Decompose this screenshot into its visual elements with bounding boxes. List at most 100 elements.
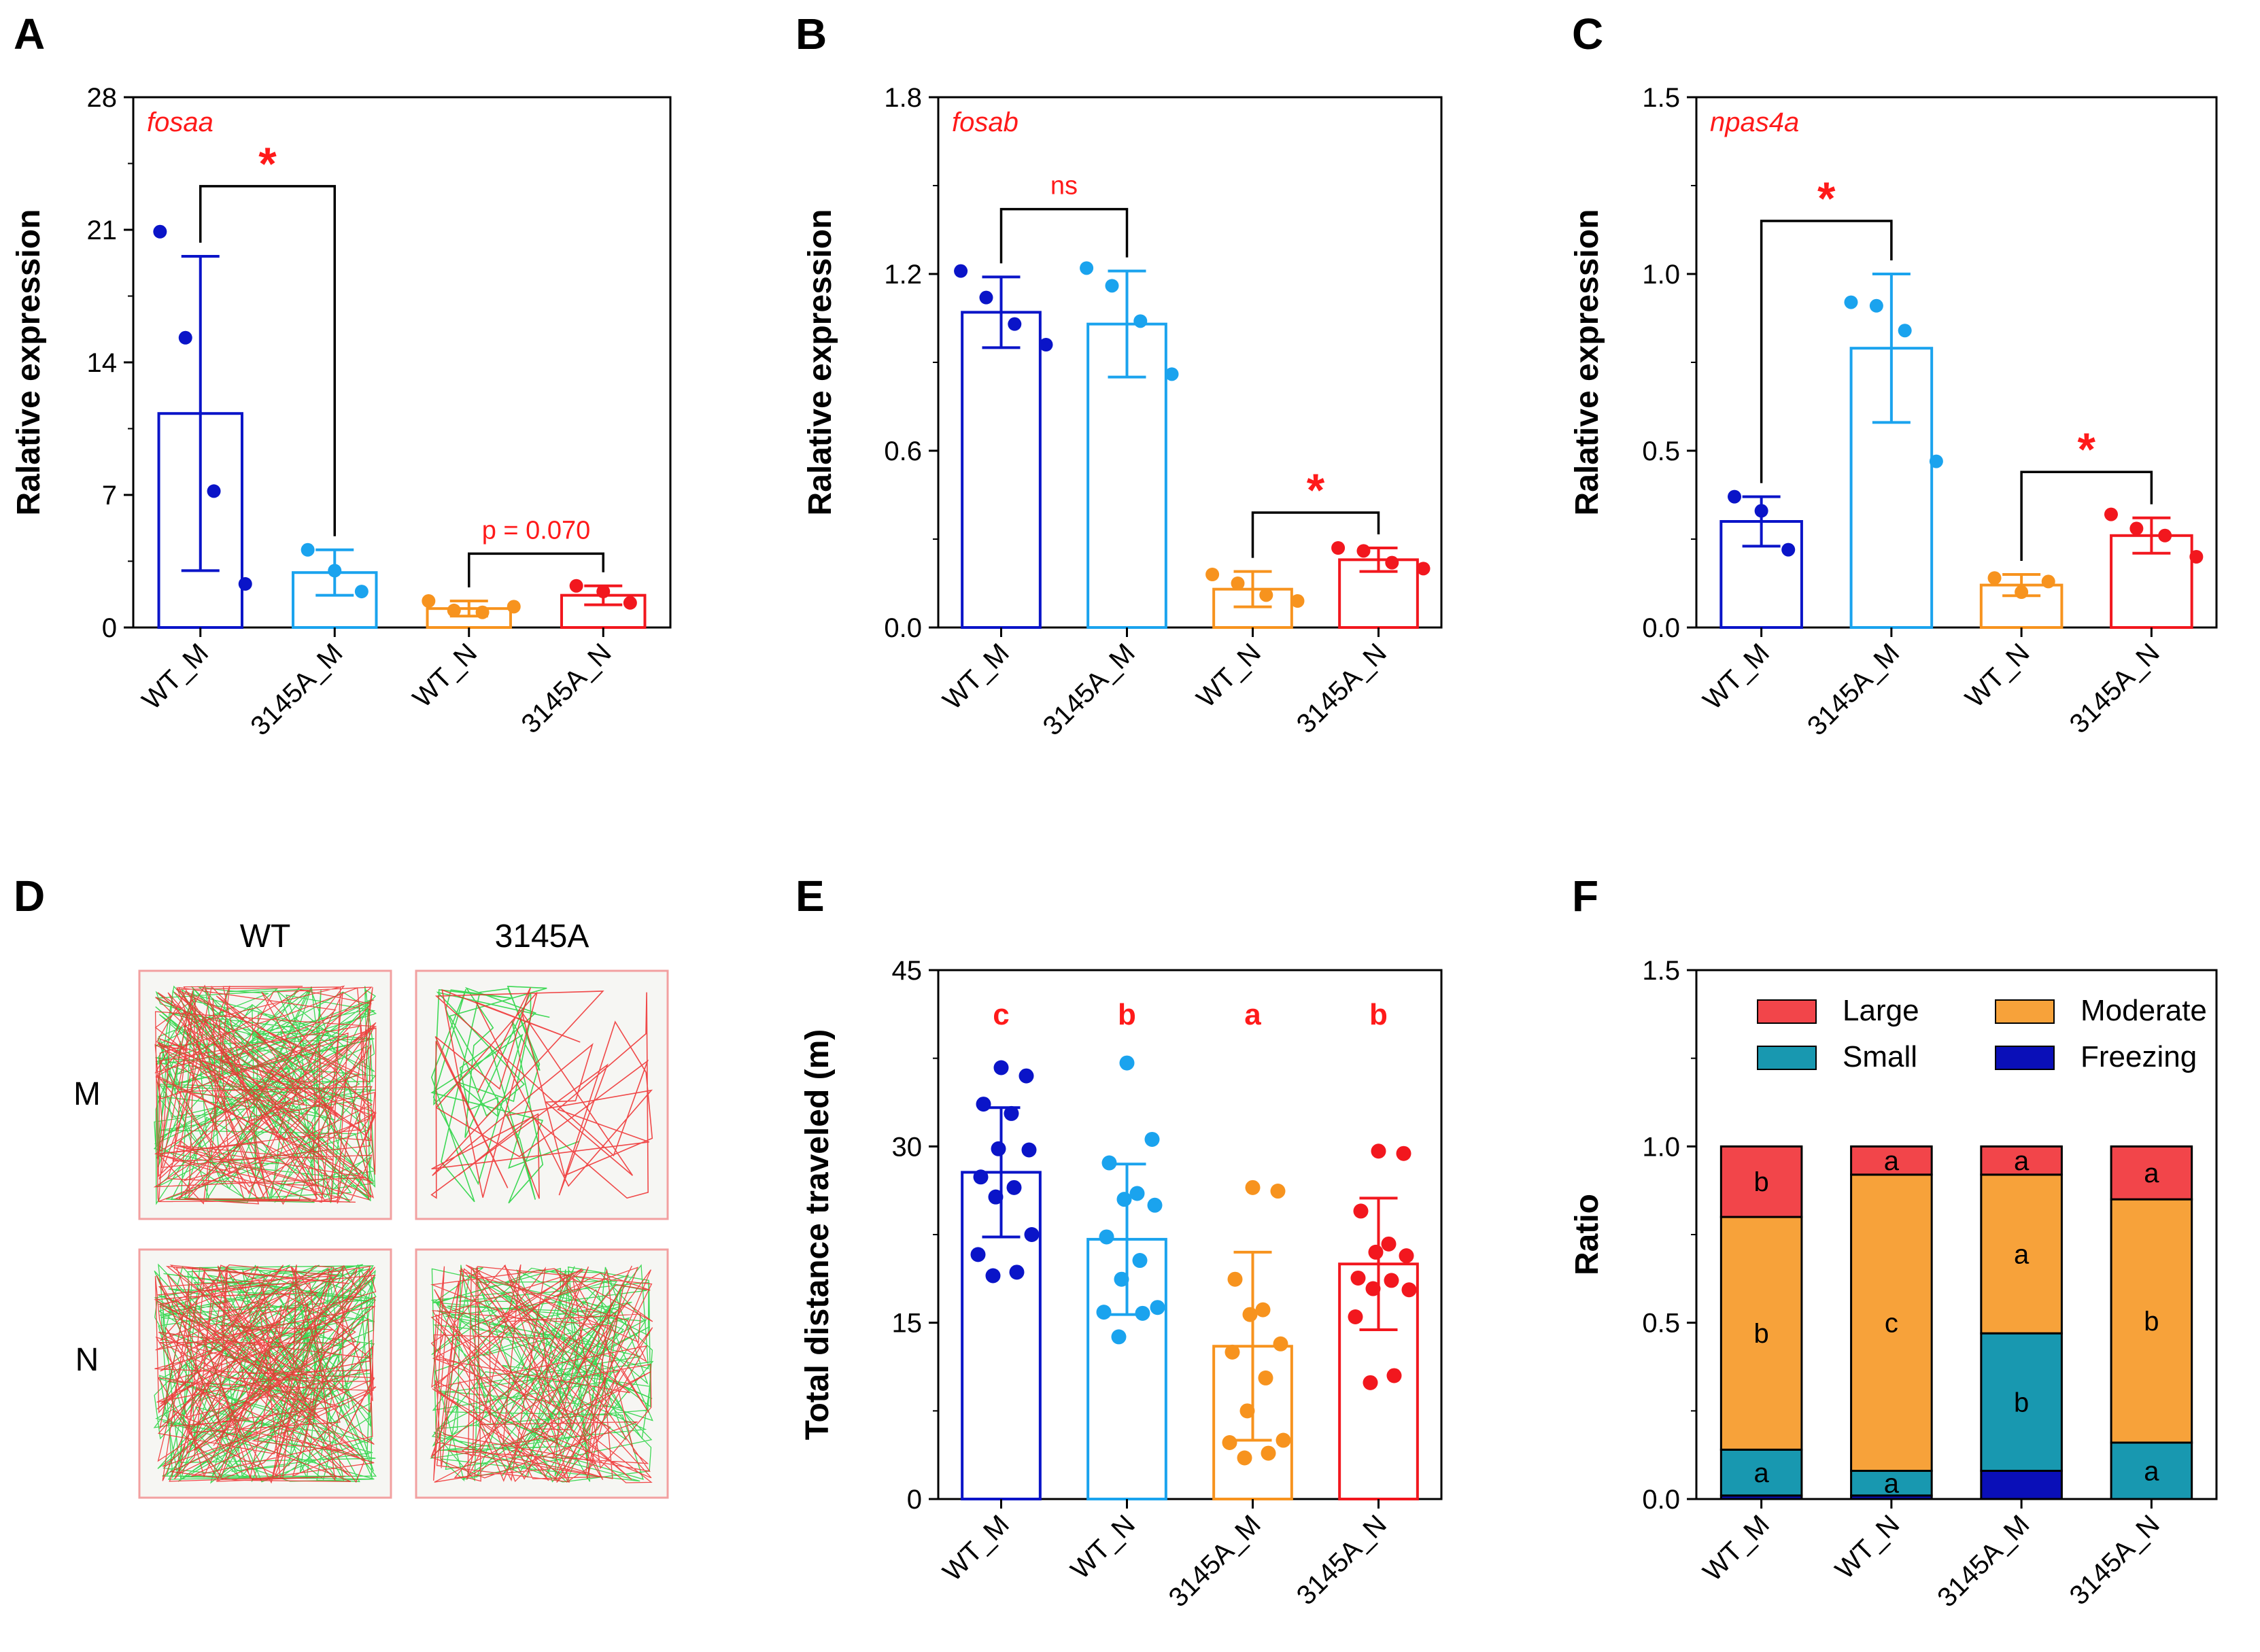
data-point	[1080, 261, 1094, 275]
y-tick-label: 28	[87, 83, 118, 113]
segment-letter: c	[1885, 1309, 1898, 1339]
legend-swatch-small	[1757, 1046, 1817, 1070]
panel-e: E 0 15 30 45 Total distance traveled (m) c b a b W…	[795, 872, 1443, 1613]
data-point	[1255, 1302, 1271, 1318]
stack-segment-large	[1719, 1145, 1803, 1218]
data-point	[1270, 1184, 1286, 1199]
stack-segment-large	[1980, 1145, 2063, 1176]
significance-bracket	[468, 552, 604, 587]
movement-track	[153, 984, 377, 1205]
data-point	[1024, 1227, 1040, 1242]
movement-track	[430, 1264, 653, 1483]
data-point	[1008, 317, 1022, 331]
data-point	[1165, 367, 1179, 381]
y-tick-label: 14	[87, 348, 118, 378]
segment-letter: a	[1754, 1458, 1770, 1488]
data-point	[301, 543, 315, 557]
data-point	[1781, 543, 1796, 557]
C-x-tick-label: WT_M	[1698, 638, 1775, 715]
significance-bracket	[1251, 511, 1380, 558]
movement-track	[430, 987, 653, 1199]
data-point	[1371, 1143, 1386, 1159]
data-point	[1384, 1273, 1399, 1288]
E-x-tick-label: 3145A_N	[1291, 1509, 1392, 1611]
data-point	[1728, 489, 1742, 504]
y-tick-label: 0.0	[1642, 613, 1680, 643]
data-point	[1401, 1282, 1417, 1298]
segment-letter: a	[2144, 1457, 2159, 1487]
y-tick-label: 1.0	[1642, 260, 1680, 290]
data-point	[1331, 541, 1346, 555]
data-point	[1205, 568, 1220, 581]
data-point	[354, 585, 369, 599]
data-point	[954, 264, 968, 278]
y-tick-label: 7	[102, 481, 117, 511]
significance-bracket	[2020, 470, 2153, 561]
y-tick-label: 45	[892, 956, 923, 986]
data-point	[2041, 574, 2055, 589]
E-x-tick-label: WT_M	[937, 1509, 1014, 1587]
segment-letter: a	[2014, 1146, 2030, 1176]
data-point	[1363, 1375, 1378, 1390]
data-point	[1144, 1131, 1160, 1147]
F-x-tick-label: WT_M	[1698, 1509, 1775, 1587]
data-point	[1844, 295, 1858, 309]
segment-letter: a	[2144, 1158, 2159, 1188]
data-point	[1101, 1155, 1117, 1171]
y-tick-label: 15	[892, 1309, 923, 1339]
data-point	[1237, 1450, 1252, 1466]
data-point	[1096, 1305, 1112, 1320]
y-tick-label: 1.5	[1642, 956, 1680, 986]
data-point	[207, 484, 221, 498]
C-y-axis-label: Ralative expression	[1569, 209, 1605, 516]
data-point	[623, 596, 637, 610]
data-point	[1261, 1445, 1276, 1461]
data-point	[1258, 1370, 1273, 1386]
data-point	[1129, 1186, 1145, 1201]
B-x-tick-label: 3145A_M	[1038, 638, 1141, 741]
row-label: M	[73, 1076, 101, 1112]
segment-letter: b	[2014, 1388, 2029, 1417]
panel-a: A 0 7 14 21 28 Ralative expression fosaa * p = 0.…	[11, 10, 672, 741]
data-point	[1116, 1192, 1132, 1207]
panel-label: C	[1572, 10, 1603, 58]
stack-segment-large	[2110, 1145, 2193, 1201]
y-tick-label: 1.2	[884, 260, 922, 290]
A-x-tick-label: WT_N	[407, 638, 483, 713]
significance-letter: c	[993, 998, 1009, 1031]
significance-letter: a	[1244, 998, 1261, 1031]
stack-segment-large	[1850, 1145, 1933, 1176]
data-point	[2158, 528, 2172, 543]
data-point	[1018, 1068, 1034, 1084]
significance-text: ns	[1050, 172, 1078, 201]
gene-name: npas4a	[1710, 107, 1799, 137]
data-point	[1356, 544, 1371, 558]
data-point	[178, 330, 192, 345]
data-point	[1039, 338, 1053, 351]
movement-track	[430, 1264, 654, 1483]
y-tick-label: 0	[907, 1485, 922, 1515]
data-point	[1150, 1300, 1165, 1315]
data-point	[507, 600, 521, 614]
C-x-tick-label: WT_N	[1959, 638, 2035, 713]
data-point	[153, 224, 167, 239]
A-x-tick-label: 3145A_N	[516, 638, 617, 739]
stack-segment-small	[1719, 1448, 1803, 1497]
segment-letter: a	[1884, 1469, 1900, 1499]
data-point	[596, 585, 611, 599]
significance-text: *	[258, 138, 277, 190]
data-point	[1348, 1309, 1363, 1325]
significance-bracket	[999, 207, 1129, 264]
data-point	[1259, 588, 1273, 602]
data-point	[1009, 1264, 1025, 1280]
data-point	[1275, 1432, 1291, 1448]
panel-label: B	[795, 10, 827, 58]
data-point	[1225, 1344, 1240, 1360]
data-point	[475, 605, 490, 619]
data-point	[979, 290, 993, 305]
data-point	[970, 1247, 986, 1262]
E-x-tick-label: WT_N	[1065, 1509, 1141, 1585]
data-point	[238, 577, 252, 591]
F-x-tick-label: 3145A_N	[2064, 1509, 2165, 1611]
data-point	[1929, 454, 1943, 468]
